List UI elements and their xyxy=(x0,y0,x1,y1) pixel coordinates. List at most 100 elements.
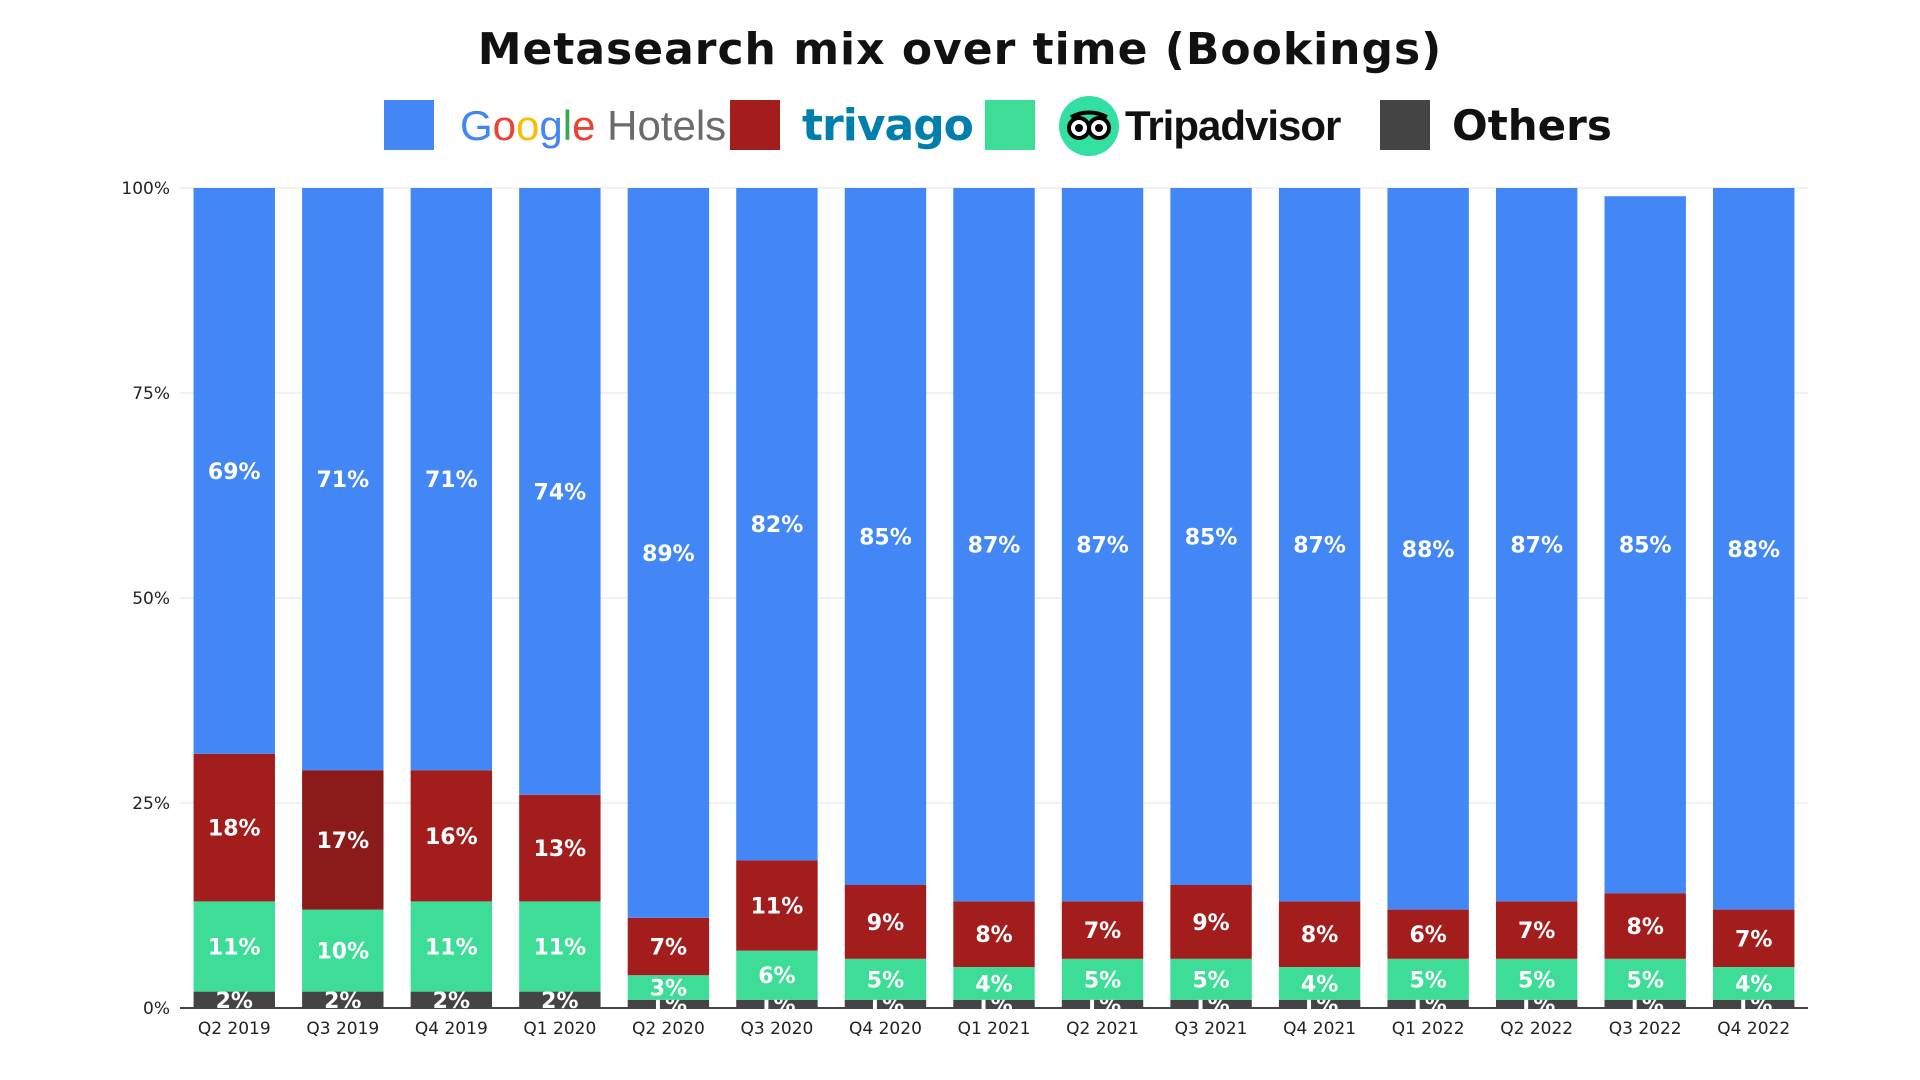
data-label: 11% xyxy=(534,936,587,961)
bar-segment-tripadvisor xyxy=(1604,958,1686,1000)
data-label: 5% xyxy=(1409,968,1446,993)
bar-segment-trivago xyxy=(1387,909,1469,959)
x-tick-label: Q2 2021 xyxy=(1066,1019,1139,1039)
data-label: 11% xyxy=(208,936,261,961)
google-hotels-logo: Google Hotels xyxy=(460,102,727,149)
bar-segment-others xyxy=(953,999,1035,1008)
bar-segment-tripadvisor xyxy=(410,901,493,992)
y-tick-label: 100% xyxy=(121,179,170,199)
data-label: 88% xyxy=(1402,538,1455,563)
data-label: 8% xyxy=(1301,923,1338,948)
bar-segment-trivago xyxy=(1061,901,1144,959)
bar-segment-trivago xyxy=(410,770,493,902)
data-label: 2% xyxy=(541,989,578,1014)
bar-segment-google-hotels xyxy=(1387,188,1469,910)
data-label: 6% xyxy=(1409,923,1446,948)
bar-segment-others xyxy=(1387,999,1469,1008)
bar-segment-tripadvisor xyxy=(302,909,384,992)
bar-segment-trivago xyxy=(844,885,927,959)
bar-segment-tripadvisor xyxy=(519,901,601,992)
x-tick-label: Q3 2021 xyxy=(1175,1019,1248,1039)
bar-segment-others xyxy=(519,991,601,1008)
data-label: 10% xyxy=(316,940,369,965)
bar-segment-others xyxy=(1495,999,1578,1008)
data-label: 87% xyxy=(1076,534,1129,559)
x-tick-label: Q2 2020 xyxy=(632,1019,705,1039)
legend-label-others: Others xyxy=(1452,101,1612,150)
data-label: 5% xyxy=(1627,968,1664,993)
bar-segment-tripadvisor xyxy=(1387,958,1469,1000)
data-label: 5% xyxy=(1518,968,1555,993)
bar-segment-tripadvisor xyxy=(844,958,927,1000)
legend: Google Hotels trivago Tripadvisor Others xyxy=(0,92,1920,162)
data-label: 4% xyxy=(1301,972,1338,997)
bar-segment-trivago xyxy=(736,860,818,951)
x-tick-label: Q1 2021 xyxy=(958,1019,1031,1039)
x-tick-label: Q4 2020 xyxy=(849,1019,922,1039)
bar-segment-trivago xyxy=(953,901,1035,967)
data-label: 17% xyxy=(316,829,369,854)
x-tick-label: Q4 2021 xyxy=(1283,1019,1356,1039)
data-label: 8% xyxy=(1627,915,1664,940)
data-label: 69% xyxy=(208,460,261,485)
data-label: 9% xyxy=(1192,911,1229,936)
data-label: 5% xyxy=(867,968,904,993)
bar-segment-others xyxy=(627,999,710,1008)
data-label: 88% xyxy=(1727,538,1780,563)
bar-segment-others xyxy=(1170,999,1252,1008)
bar-segment-tripadvisor xyxy=(627,975,710,1000)
legend-swatch-others xyxy=(1380,100,1430,150)
bar-segment-google-hotels xyxy=(1495,188,1578,902)
data-label: 85% xyxy=(1619,534,1672,559)
data-label: 85% xyxy=(1185,526,1238,551)
bar-segment-others xyxy=(302,991,384,1008)
bar-segment-others xyxy=(410,991,493,1008)
legend-swatch-google xyxy=(384,100,434,150)
bar-segment-trivago xyxy=(627,917,710,976)
data-label: 13% xyxy=(534,837,587,862)
data-label: 11% xyxy=(425,936,478,961)
bar-segment-google-hotels xyxy=(193,188,275,754)
y-tick-label: 50% xyxy=(132,589,170,609)
bar-segment-google-hotels xyxy=(302,188,384,771)
bar-segment-tripadvisor xyxy=(1495,958,1578,1000)
bar-segment-trivago xyxy=(1278,901,1361,967)
x-tick-label: Q1 2020 xyxy=(523,1019,596,1039)
data-label: 7% xyxy=(1084,919,1121,944)
data-label: 87% xyxy=(1293,534,1346,559)
bar-segment-tripadvisor xyxy=(1061,958,1144,1000)
data-label: 11% xyxy=(751,895,804,920)
data-label: 2% xyxy=(324,989,361,1014)
data-label: 74% xyxy=(534,480,587,505)
x-tick-label: Q3 2022 xyxy=(1609,1019,1682,1039)
trivago-logo: trivago xyxy=(802,100,974,151)
bar-segment-tripadvisor xyxy=(1170,958,1252,1000)
data-label: 16% xyxy=(425,825,478,850)
x-tick-label: Q3 2020 xyxy=(740,1019,813,1039)
data-label: 2% xyxy=(433,989,470,1014)
x-tick-label: Q4 2022 xyxy=(1717,1019,1790,1039)
bar-segment-others xyxy=(1604,999,1686,1008)
bar-segment-google-hotels xyxy=(1604,196,1686,894)
bar-segment-trivago xyxy=(193,753,275,902)
chart-title: Metasearch mix over time (Bookings) xyxy=(477,24,1443,75)
data-label: 8% xyxy=(975,923,1012,948)
bar-segment-tripadvisor xyxy=(193,901,275,992)
data-label: 85% xyxy=(859,526,912,551)
bar-segment-others xyxy=(193,991,275,1008)
bar-segment-google-hotels xyxy=(627,188,710,918)
bar-segment-google-hotels xyxy=(953,188,1035,902)
bar-segment-tripadvisor xyxy=(1713,967,1795,1000)
x-tick-label: Q2 2019 xyxy=(198,1019,271,1039)
bar-segment-trivago xyxy=(1713,909,1795,967)
legend-swatch-tripadvisor xyxy=(985,100,1035,150)
data-label: 18% xyxy=(208,817,261,842)
data-label: 6% xyxy=(758,964,795,989)
bar-segment-others xyxy=(1061,999,1144,1008)
data-label: 82% xyxy=(751,513,804,538)
bar-segment-google-hotels xyxy=(844,188,927,885)
data-label: 9% xyxy=(867,911,904,936)
data-label: 4% xyxy=(1735,972,1772,997)
bar-segment-trivago xyxy=(1604,893,1686,959)
